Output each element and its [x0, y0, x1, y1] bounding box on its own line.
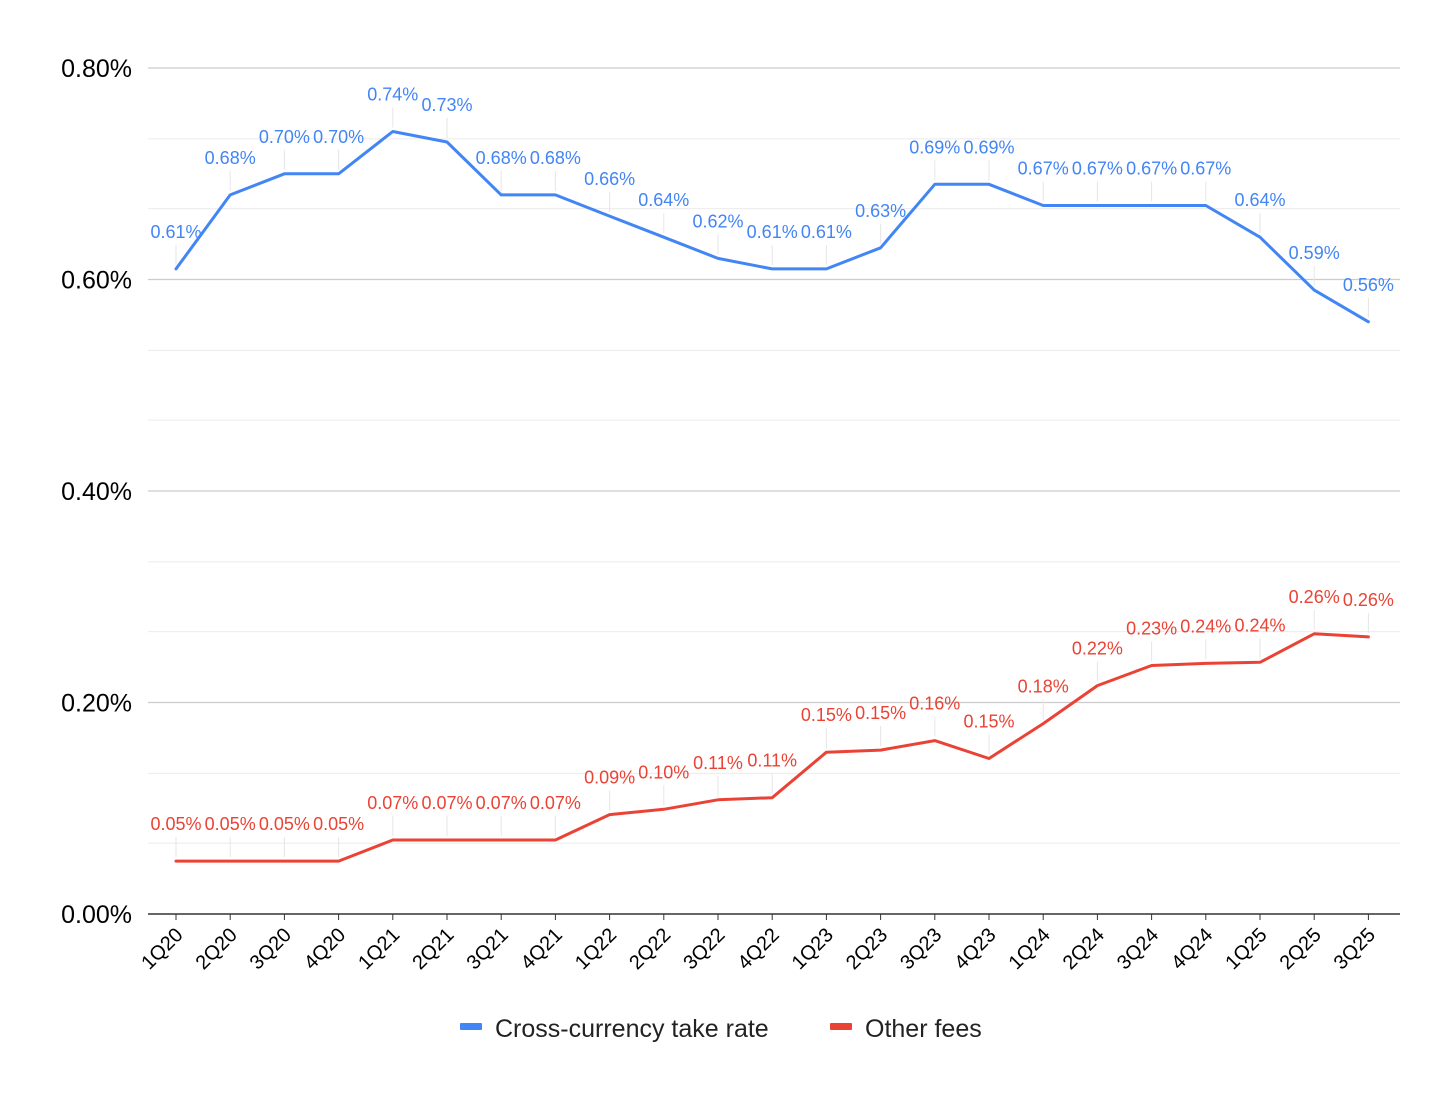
data-label: 0.68%	[530, 148, 581, 168]
data-label: 0.64%	[1234, 190, 1285, 210]
data-label: 0.67%	[1072, 158, 1123, 178]
x-tick-label: 3Q25	[1330, 924, 1380, 974]
y-tick-label: 0.00%	[61, 901, 132, 929]
x-tick-label: 4Q22	[734, 924, 784, 974]
legend-label: Cross-currency take rate	[495, 1015, 769, 1043]
x-tick-label: 1Q22	[571, 924, 621, 974]
data-label: 0.62%	[692, 211, 743, 231]
series-line-cross-currency	[174, 130, 1370, 324]
data-label: 0.24%	[1234, 615, 1285, 635]
data-label: 0.66%	[584, 169, 635, 189]
data-label: 0.11%	[693, 753, 743, 773]
series-lines	[174, 107, 1370, 863]
data-label: 0.67%	[1180, 158, 1231, 178]
data-label: 0.74%	[367, 84, 418, 104]
data-label: 0.61%	[801, 222, 852, 242]
data-label: 0.07%	[476, 793, 527, 813]
x-tick-label: 1Q21	[354, 924, 404, 974]
x-tick-label: 1Q24	[1005, 924, 1055, 974]
series-line-other-fees	[174, 632, 1370, 863]
x-tick-label: 2Q20	[192, 924, 242, 974]
data-label: 0.09%	[584, 768, 635, 788]
data-label: 0.16%	[909, 694, 960, 714]
data-label: 0.11%	[747, 751, 797, 771]
y-tick-label: 0.40%	[61, 478, 132, 506]
x-tick-label: 3Q22	[679, 924, 729, 974]
data-label: 0.05%	[259, 814, 310, 834]
data-label: 0.63%	[855, 201, 906, 221]
legend-label: Other fees	[865, 1015, 982, 1043]
data-label: 0.61%	[747, 222, 798, 242]
data-label: 0.05%	[205, 814, 256, 834]
x-tick-label: 3Q21	[463, 924, 513, 974]
x-tick-label: 3Q20	[246, 924, 296, 974]
data-label: 0.56%	[1343, 275, 1394, 295]
x-tick-label: 1Q23	[788, 924, 838, 974]
data-label: 0.67%	[1018, 158, 1069, 178]
data-label: 0.70%	[313, 127, 364, 147]
data-label: 0.15%	[963, 712, 1014, 732]
x-tick-label: 2Q21	[408, 924, 458, 974]
data-label: 0.07%	[530, 793, 581, 813]
data-label: 0.24%	[1180, 616, 1231, 636]
data-label: 0.73%	[421, 95, 472, 115]
y-tick-label: 0.60%	[61, 267, 132, 295]
x-tick-label: 1Q20	[137, 924, 187, 974]
data-label: 0.23%	[1126, 618, 1177, 638]
x-tick-label: 4Q23	[950, 924, 1000, 974]
data-label: 0.18%	[1018, 677, 1069, 697]
data-label: 0.69%	[909, 137, 960, 157]
axes: 0.00%0.20%0.40%0.60%0.80%1Q20 2Q20 3Q20 4Q2…	[61, 55, 1400, 974]
x-tick-label: 2Q24	[1059, 924, 1109, 974]
x-tick-label: 4Q20	[300, 924, 350, 974]
legend-swatch	[460, 1023, 482, 1030]
data-label: 0.22%	[1072, 639, 1123, 659]
data-label: 0.67%	[1126, 158, 1177, 178]
x-tick-label: 1Q25	[1221, 924, 1271, 974]
data-label: 0.68%	[205, 148, 256, 168]
data-label: 0.70%	[259, 127, 310, 147]
data-label: 0.15%	[855, 703, 906, 723]
x-tick-label: 3Q23	[896, 924, 946, 974]
data-labels: 0.61%0.68%0.70% 0.70%0.74%0.73%0.68% 0.68%…	[150, 84, 1393, 834]
gridlines	[148, 67, 1400, 844]
data-label: 0.26%	[1289, 587, 1340, 607]
data-label: 0.07%	[367, 793, 418, 813]
x-tick-label: 2Q25	[1276, 924, 1326, 974]
legend-swatch	[830, 1023, 852, 1030]
data-label: 0.64%	[638, 190, 689, 210]
x-tick-label: 4Q21	[517, 924, 567, 974]
data-label: 0.15%	[801, 705, 852, 725]
y-tick-label: 0.80%	[61, 55, 132, 83]
data-label: 0.68%	[476, 148, 527, 168]
data-label: 0.69%	[963, 137, 1014, 157]
x-tick-label: 3Q24	[1113, 924, 1163, 974]
legend: Cross-currency take rate Other fees	[460, 1015, 982, 1043]
y-tick-label: 0.20%	[61, 690, 132, 718]
data-label: 0.05%	[313, 814, 364, 834]
data-label: 0.61%	[150, 222, 201, 242]
data-label: 0.07%	[421, 793, 472, 813]
x-tick-label: 2Q22	[625, 924, 675, 974]
data-label: 0.59%	[1289, 243, 1340, 263]
data-label: 0.26%	[1343, 590, 1394, 610]
data-label: 0.05%	[150, 814, 201, 834]
x-tick-label: 4Q24	[1167, 924, 1217, 974]
data-label: 0.10%	[638, 762, 689, 782]
x-tick-label: 2Q23	[842, 924, 892, 974]
